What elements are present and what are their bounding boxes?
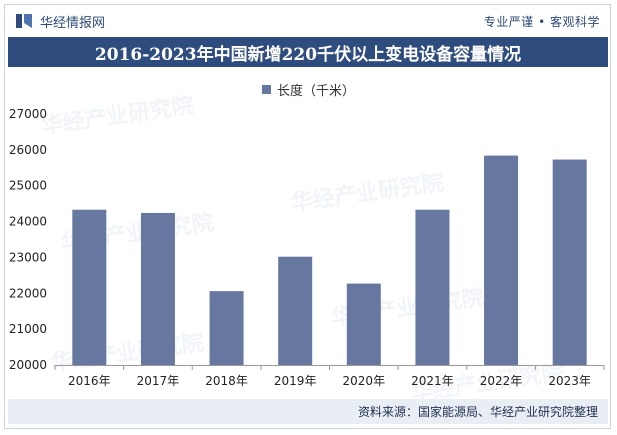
bar	[552, 159, 587, 365]
bar	[346, 283, 381, 365]
y-tick-label: 26000	[9, 143, 47, 157]
bar	[278, 256, 313, 365]
slogan: 专业严谨 • 客观科学	[483, 14, 600, 29]
y-tick-label: 22000	[9, 286, 47, 300]
chart-legend: 长度（千米）	[0, 80, 617, 99]
y-tick-label: 24000	[9, 215, 47, 229]
y-tick-label: 25000	[9, 179, 47, 193]
legend-label: 长度（千米）	[276, 84, 355, 99]
x-tick-label: 2022年	[480, 374, 523, 388]
x-tick-label: 2016年	[68, 374, 111, 388]
x-tick-label: 2019年	[274, 374, 317, 388]
y-tick-label: 20000	[9, 358, 47, 372]
bar	[72, 209, 107, 365]
y-tick-label: 21000	[9, 322, 47, 336]
y-tick-label: 27000	[9, 107, 47, 121]
bar	[484, 155, 519, 365]
brand: 华经情报网	[14, 11, 105, 31]
chart-title: 2016-2023年中国新增220千伏以上变电设备容量情况	[8, 37, 608, 67]
x-tick-label: 2021年	[411, 374, 454, 388]
x-tick-label: 2017年	[137, 374, 180, 388]
brand-name: 华经情报网	[40, 15, 106, 31]
header-bar: 华经情报网 专业严谨 • 客观科学	[8, 8, 608, 34]
brand-logo-icon	[16, 14, 32, 28]
bar	[415, 209, 450, 365]
bar	[140, 212, 175, 365]
x-tick-label: 2018年	[205, 374, 248, 388]
source-footer: 资料来源：国家能源局、华经产业研究院整理	[8, 399, 608, 424]
y-tick-label: 23000	[9, 250, 47, 264]
source-text: 资料来源：国家能源局、华经产业研究院整理	[357, 405, 598, 419]
bar	[209, 291, 244, 365]
x-tick-label: 2023年	[548, 374, 591, 388]
x-tick-label: 2020年	[343, 374, 386, 388]
legend-swatch	[261, 85, 271, 94]
